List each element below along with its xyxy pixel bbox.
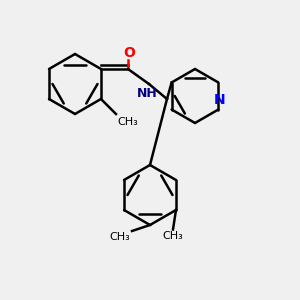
Text: CH₃: CH₃ xyxy=(110,232,130,242)
Text: O: O xyxy=(124,46,135,60)
Text: N: N xyxy=(214,92,226,106)
Text: CH₃: CH₃ xyxy=(118,117,138,127)
Text: CH₃: CH₃ xyxy=(163,231,183,241)
Text: NH: NH xyxy=(137,87,158,100)
